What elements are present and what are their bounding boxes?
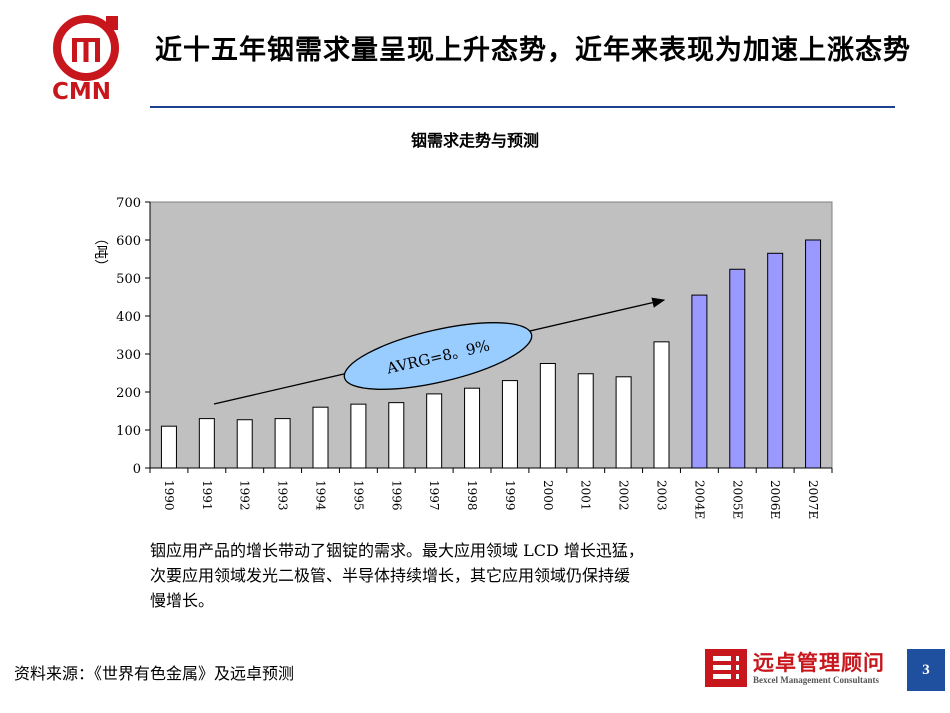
- chart-title: 铟需求走势与预测: [410, 131, 539, 150]
- y-tick-label: 100: [116, 424, 141, 439]
- source-note: 资料来源：《世界有色金属》及远卓预测: [14, 664, 295, 683]
- x-tick-label: 2001: [579, 480, 593, 511]
- bar-1998: [464, 387, 481, 469]
- y-tick-label: 0: [133, 462, 141, 477]
- x-tick-label: 2002: [617, 480, 631, 511]
- company-logo: 远卓管理顾问 Bexcel Management Consultants: [705, 645, 895, 691]
- bar-1996: [388, 402, 405, 469]
- x-tick-label: 1997: [427, 480, 441, 511]
- bar-1999: [501, 380, 518, 469]
- x-tick-label: 2007E: [806, 480, 820, 519]
- y-axis: 0 100 200 300 400 500 600 700 （吨）: [92, 196, 151, 477]
- x-tick-label: 1998: [465, 480, 479, 511]
- caption-line-1: 铟应用产品的增长带动了铟锭的需求。最大应用领域 LCD 增长迅猛，: [150, 541, 644, 560]
- caption-line-2: 次要应用领域发光二极管、半导体持续增长，其它应用领域仍保持缓: [150, 566, 631, 585]
- bar-1992: [236, 419, 253, 469]
- x-tick-label: 1996: [389, 480, 403, 511]
- caption-line-3: 慢增长。: [150, 591, 215, 610]
- y-tick-label: 600: [116, 234, 141, 249]
- y-axis-label: （吨）: [92, 231, 108, 273]
- company-name: 远卓管理顾问: [753, 651, 885, 675]
- bar-1993: [274, 418, 291, 469]
- company-subtitle: Bexcel Management Consultants: [753, 675, 879, 685]
- x-tick-label: 1991: [200, 480, 214, 511]
- y-tick-label: 400: [116, 310, 141, 325]
- x-tick-label: 1999: [503, 480, 517, 511]
- bar-2007E: [805, 239, 822, 469]
- bar-1990: [160, 425, 177, 469]
- x-tick-label: 1990: [162, 480, 176, 511]
- bars-group: [160, 239, 822, 469]
- x-tick-label: 2004E: [692, 480, 706, 519]
- bar-2002: [615, 376, 632, 469]
- chart-caption: 铟应用产品的增长带动了铟锭的需求。最大应用领域 LCD 增长迅猛， 次要应用领域…: [150, 538, 790, 613]
- y-tick-label: 700: [116, 196, 141, 211]
- x-tick-label: 2005E: [730, 480, 744, 519]
- bar-2000: [539, 363, 556, 469]
- cmn-logo-icon: CMN: [52, 15, 119, 105]
- bar-2005E: [729, 268, 746, 469]
- title-divider: [150, 106, 895, 108]
- page-number: 3: [907, 649, 945, 691]
- page-title: 近十五年铟需求量呈现上升态势，近年来表现为加速上涨态势: [155, 35, 911, 66]
- bar-1991: [198, 418, 215, 469]
- bar-2003: [653, 341, 670, 469]
- x-tick-label: 1995: [351, 480, 365, 511]
- bar-2006E: [767, 252, 784, 469]
- cmn-logo-text: CMN: [52, 79, 111, 104]
- x-tick-label: 2006E: [768, 480, 782, 519]
- x-tick-label: 2000: [541, 480, 555, 511]
- x-tick-label: 1994: [314, 480, 328, 511]
- bar-1994: [312, 406, 329, 469]
- x-tick-label: 1992: [238, 480, 252, 511]
- y-tick-label: 200: [116, 386, 141, 401]
- bar-2001: [577, 373, 594, 469]
- cmn-logo: CMN: [50, 12, 130, 105]
- bar-2004E: [691, 294, 708, 469]
- y-tick-label: 300: [116, 348, 141, 363]
- avrg-ellipse: [343, 322, 533, 390]
- bar-1997: [426, 393, 443, 469]
- x-tick-label: 1993: [276, 480, 290, 511]
- x-axis: 1990 1991 1992 1993 1994 1995 1996 1997 1998 1999…: [149, 467, 833, 519]
- x-tick-label: 2003: [655, 480, 669, 511]
- trend-annotation: AVRG=8。9%: [213, 297, 666, 405]
- bar-1995: [350, 403, 367, 469]
- company-mark-icon: [705, 649, 747, 687]
- y-tick-label: 500: [116, 272, 141, 287]
